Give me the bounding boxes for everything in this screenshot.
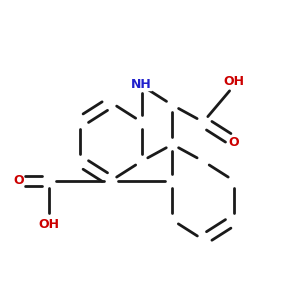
Text: OH: OH (38, 218, 59, 231)
Text: O: O (229, 136, 239, 149)
Text: O: O (13, 174, 23, 187)
Text: NH: NH (131, 78, 152, 91)
Text: OH: OH (224, 75, 244, 88)
